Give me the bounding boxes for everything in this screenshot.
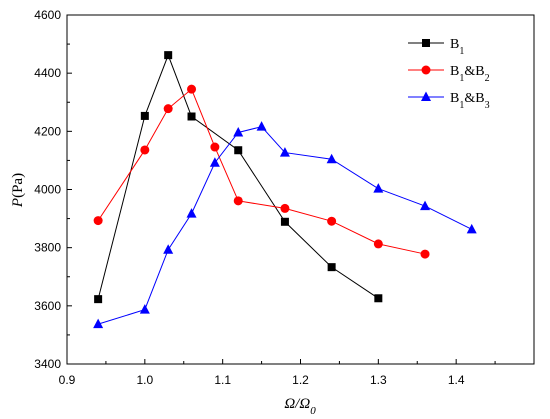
series-layer (93, 51, 477, 329)
data-point (233, 126, 244, 137)
data-point (93, 216, 103, 226)
data-point (234, 146, 243, 155)
y-tick-label: 4000 (34, 183, 61, 197)
series-line (97, 53, 379, 300)
series-0 (94, 51, 383, 304)
legend-item: B1&B2 (408, 64, 490, 84)
y-tick-label: 4400 (34, 66, 61, 80)
legend-item: B1&B3 (408, 91, 490, 111)
data-point (280, 203, 290, 213)
legend-item: B1 (408, 37, 464, 57)
y-tick-label: 4200 (34, 124, 61, 138)
data-point (327, 263, 336, 272)
data-point (279, 147, 290, 157)
data-point (163, 244, 174, 254)
data-point (163, 104, 173, 114)
data-point (280, 217, 289, 226)
legend-label: B1&B2 (450, 64, 490, 84)
x-axis-title-subscript: 0 (310, 405, 316, 417)
x-tick-label: 0.9 (59, 373, 76, 387)
data-point (210, 142, 220, 152)
data-point (209, 157, 220, 167)
y-axis-title: P(Pa) (10, 173, 26, 208)
legend-marker (421, 65, 431, 75)
series-line (97, 88, 426, 255)
data-point (164, 51, 173, 60)
data-point (186, 208, 197, 218)
x-axis-title: Ω/Ω0 (284, 396, 316, 417)
series-line (97, 126, 472, 325)
x-axis-ticks: 0.9 1.0 1.1 1.2 1.3 1.4 (59, 359, 496, 387)
data-point (420, 200, 431, 211)
x-tick-label: 1.4 (448, 373, 465, 387)
legend: B1 B1&B2 B1&B3 (408, 37, 490, 111)
x-tick-label: 1.0 (136, 373, 153, 387)
legend-marker (421, 91, 431, 101)
y-tick-label: 3800 (34, 241, 61, 255)
y-tick-label: 4600 (34, 8, 61, 22)
series-2 (93, 121, 477, 329)
data-point (373, 183, 384, 193)
data-point (187, 112, 196, 121)
data-point (187, 84, 197, 94)
x-tick-label: 1.2 (292, 373, 309, 387)
data-point (373, 239, 383, 249)
x-tick-label: 1.1 (214, 373, 231, 387)
y-tick-label: 3400 (34, 357, 61, 371)
data-point (140, 145, 150, 155)
data-point (327, 216, 337, 226)
data-point (466, 223, 477, 234)
y-tick-label: 3600 (34, 299, 61, 313)
data-point (326, 153, 337, 164)
legend-label: B1 (450, 37, 464, 57)
legend-label: B1&B3 (450, 91, 490, 111)
data-point (94, 295, 103, 304)
data-point (374, 294, 383, 303)
data-point (139, 304, 150, 314)
y-axis-title-symbol: P (10, 198, 26, 208)
y-axis-ticks: 3400 3600 3800 4000 4200 4400 4600 (34, 8, 72, 371)
data-point (256, 121, 267, 131)
data-point (140, 111, 149, 120)
series-1 (93, 84, 430, 259)
data-point (233, 196, 243, 206)
legend-marker (422, 39, 430, 47)
y-axis-title-unit: (Pa) (10, 173, 26, 198)
data-point (420, 249, 430, 259)
x-tick-label: 1.3 (370, 373, 387, 387)
data-point (93, 318, 104, 329)
